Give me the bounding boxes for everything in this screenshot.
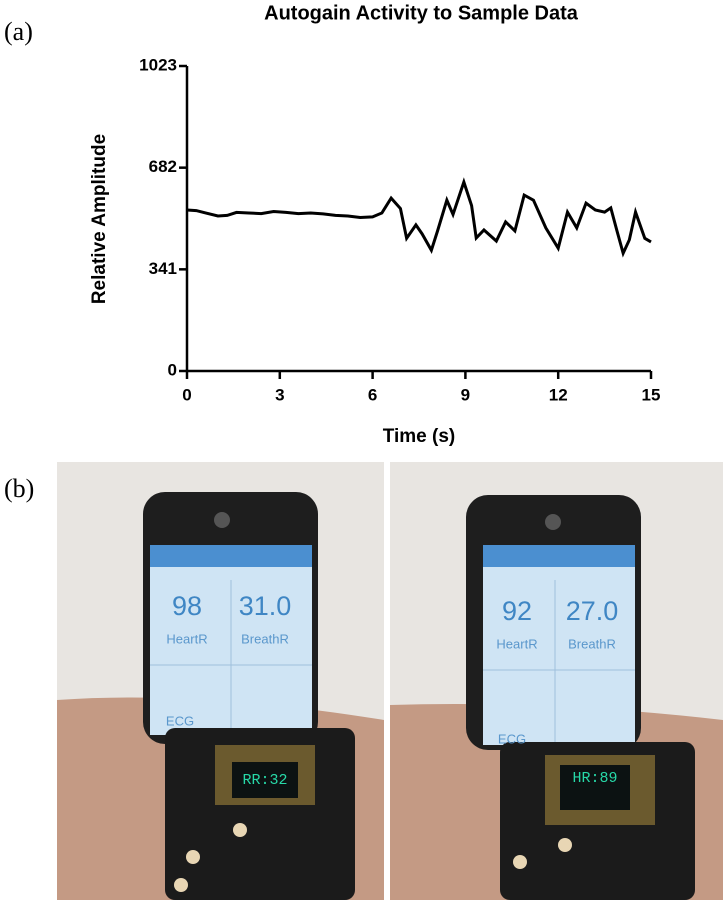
watch-display: HR:89 — [572, 770, 617, 787]
phone-value: 31.0 — [239, 591, 292, 621]
phone-value: 98 — [172, 591, 202, 621]
x-axis-label: Time (s) — [383, 426, 456, 447]
x-tick-label: 15 — [642, 385, 661, 404]
phone-label: BreathR — [241, 631, 289, 646]
x-tick-label: 12 — [549, 385, 568, 404]
phone-label: HeartR — [496, 636, 537, 651]
x-tick-label: 0 — [182, 385, 191, 404]
chart-title: Autogain Activity to Sample Data — [264, 2, 579, 24]
phone-label: BreathR — [568, 636, 616, 651]
y-axis-label: Relative Amplitude — [89, 134, 110, 304]
x-tick-label: 6 — [368, 385, 377, 404]
photo: 92 27.0 HeartR BreathR ECG HR:89 — [390, 462, 723, 900]
y-tick-label: 682 — [149, 157, 177, 176]
phone-label: HeartR — [166, 631, 207, 646]
x-tick-label: 9 — [461, 385, 470, 404]
phone-value: 27.0 — [566, 596, 619, 626]
panel-label: (b) — [4, 474, 34, 503]
phone-label: ECG — [166, 713, 194, 728]
panel-label: (a) — [4, 17, 33, 46]
photo: 98 31.0 HeartR BreathR ECG RR:32 — [57, 462, 384, 900]
x-tick-label: 3 — [275, 385, 284, 404]
y-tick-label: 0 — [168, 360, 177, 379]
phone-value: 92 — [502, 596, 532, 626]
y-tick-label: 1023 — [139, 55, 177, 74]
watch-display: RR:32 — [242, 772, 287, 789]
data-line — [186, 177, 652, 258]
y-tick-label: 341 — [149, 259, 177, 278]
phone-label: ECG — [498, 731, 526, 746]
